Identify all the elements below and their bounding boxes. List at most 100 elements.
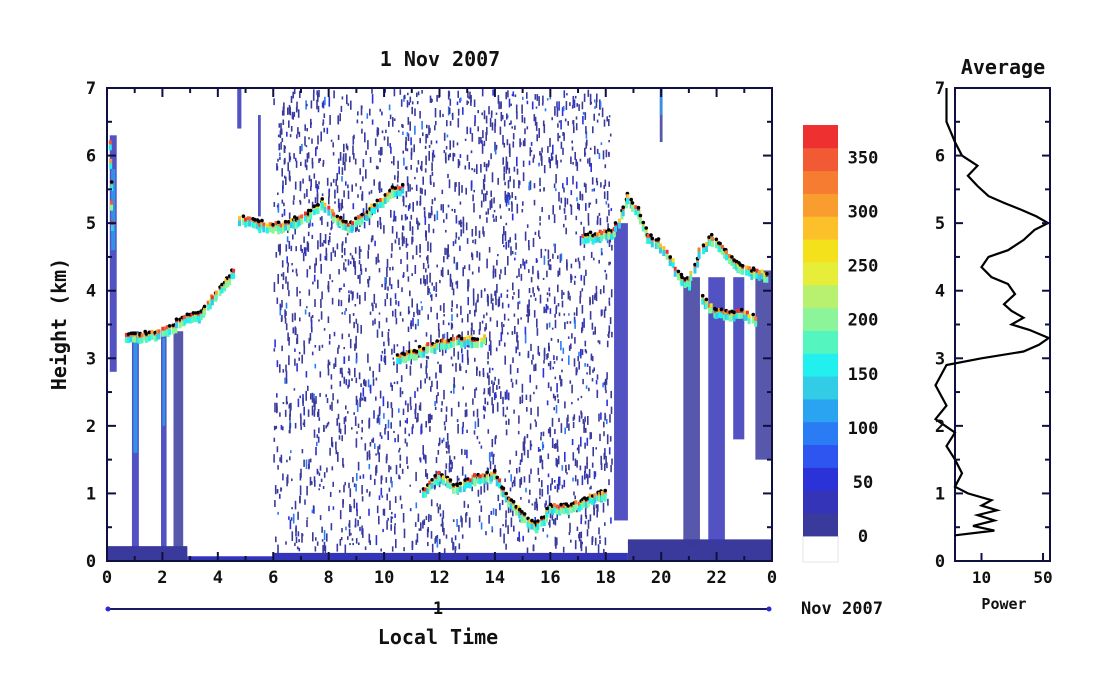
noise-speck — [494, 392, 497, 396]
noise-speck — [443, 314, 445, 317]
noise-speck — [397, 170, 399, 178]
noise-speck — [457, 118, 460, 128]
noise-speck — [299, 146, 301, 154]
noise-speck — [488, 375, 490, 386]
noise-speck — [427, 542, 429, 547]
date-bar-end-marker — [766, 606, 772, 612]
noise-speck — [306, 188, 308, 197]
noise-speck — [570, 263, 573, 269]
noise-speck — [318, 345, 321, 351]
noise-speck — [428, 515, 430, 522]
noise-speck — [449, 140, 451, 150]
layer-halo — [298, 219, 302, 226]
noise-speck — [381, 283, 383, 288]
noise-speck — [299, 395, 301, 399]
noise-speck — [435, 395, 438, 404]
noise-speck — [544, 503, 546, 508]
noise-speck — [338, 269, 340, 275]
noise-speck — [474, 421, 477, 429]
noise-speck — [491, 367, 494, 371]
noise-speck — [504, 181, 506, 186]
noise-speck — [302, 178, 304, 184]
noise-speck — [566, 198, 569, 205]
noise-speck — [316, 434, 319, 439]
noise-speck — [406, 216, 408, 220]
noise-speck — [557, 480, 560, 490]
noise-speck — [433, 182, 435, 187]
noise-speck — [415, 403, 417, 410]
noise-speck — [394, 308, 397, 318]
noise-speck — [428, 214, 430, 219]
noise-speck — [492, 298, 494, 302]
noise-speck — [291, 478, 293, 482]
noise-speck — [296, 101, 298, 111]
layer-peak-dot — [171, 323, 175, 328]
noise-speck — [449, 273, 452, 281]
layer-halo — [481, 477, 485, 484]
layer-core — [478, 474, 482, 479]
noise-speck — [337, 347, 339, 354]
noise-speck — [352, 313, 355, 316]
noise-speck — [455, 281, 457, 285]
layer-halo — [183, 318, 187, 325]
layer-core — [463, 337, 467, 341]
noise-speck — [528, 160, 531, 166]
noise-speck — [384, 89, 386, 93]
noise-speck — [517, 289, 520, 299]
noise-speck — [476, 408, 479, 418]
noise-speck — [435, 120, 437, 126]
noise-speck — [328, 361, 331, 366]
noise-speck — [502, 135, 504, 145]
noise-speck — [591, 177, 594, 185]
noise-speck — [442, 204, 444, 213]
noise-speck — [332, 152, 335, 156]
noise-speck — [282, 402, 285, 405]
noise-speck — [551, 327, 554, 330]
noise-speck — [560, 141, 563, 149]
noise-speck — [468, 162, 470, 170]
noise-speck — [453, 384, 455, 394]
noise-speck — [502, 524, 504, 527]
noise-speck — [539, 449, 541, 452]
noise-speck — [470, 180, 473, 188]
noise-speck — [500, 293, 503, 298]
noise-speck — [308, 312, 311, 317]
noise-speck — [490, 293, 493, 304]
noise-speck — [375, 535, 378, 546]
noise-speck — [296, 546, 299, 550]
layer-peak-dot — [668, 255, 672, 259]
noise-speck — [310, 393, 312, 400]
layer-halo — [188, 317, 192, 324]
noise-speck — [455, 232, 458, 239]
noise-speck — [356, 509, 358, 517]
noise-speck — [406, 132, 409, 137]
noise-speck — [449, 121, 452, 126]
layer-peak-dot — [701, 243, 706, 247]
noise-speck — [471, 168, 473, 171]
noise-speck — [493, 392, 496, 401]
noise-speck — [359, 295, 361, 305]
layer-halo — [545, 511, 549, 518]
noise-speck — [410, 164, 412, 170]
layer-halo — [258, 227, 262, 234]
noise-speck — [604, 164, 607, 169]
noise-speck — [349, 488, 352, 498]
noise-speck — [367, 379, 370, 388]
noise-speck — [521, 394, 524, 403]
noise-speck — [323, 240, 326, 243]
noise-speck — [396, 231, 398, 239]
noise-speck — [354, 261, 356, 269]
layer-core — [697, 247, 701, 252]
noise-speck — [553, 296, 556, 305]
noise-speck — [552, 519, 555, 525]
noise-speck — [332, 506, 335, 510]
noise-speck — [528, 288, 531, 294]
noise-speck — [342, 213, 345, 220]
noise-speck — [387, 136, 389, 147]
layer-halo — [316, 207, 320, 214]
noise-speck — [289, 156, 292, 161]
noise-speck — [417, 319, 419, 327]
noise-speck — [497, 494, 500, 502]
noise-speck — [286, 131, 288, 137]
noise-speck — [601, 309, 603, 316]
